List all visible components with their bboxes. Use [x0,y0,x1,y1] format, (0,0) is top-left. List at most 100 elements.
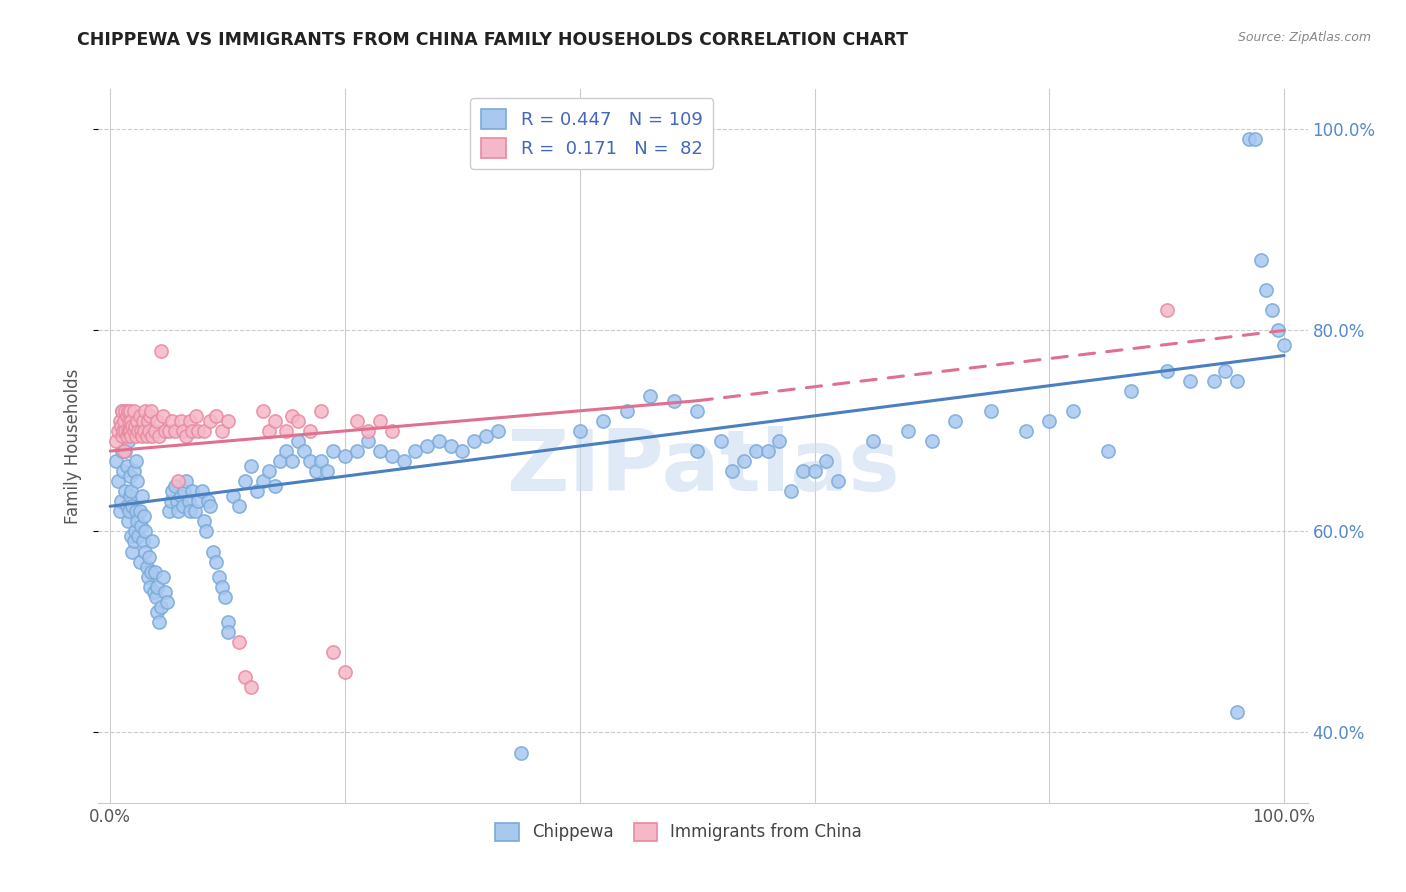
Text: CHIPPEWA VS IMMIGRANTS FROM CHINA FAMILY HOUSEHOLDS CORRELATION CHART: CHIPPEWA VS IMMIGRANTS FROM CHINA FAMILY… [77,31,908,49]
Point [1226,374,1249,388]
Point [202,544,225,558]
Point [439,439,461,453]
Point [1272,338,1295,352]
Point [127,424,149,438]
Point [132,534,155,549]
Point [143,565,166,579]
Point [124,418,146,433]
Point [195,524,218,539]
Point [333,665,356,680]
Point [1250,253,1272,268]
Point [114,404,136,418]
Point [135,559,157,574]
Point [1121,384,1143,398]
Point [246,484,269,499]
Point [138,424,160,438]
Point [136,414,159,428]
Point [134,404,156,418]
Point [149,599,172,614]
Point [125,454,148,468]
Point [115,459,138,474]
Point [311,454,333,468]
Point [142,584,165,599]
Point [146,414,169,428]
Point [510,746,533,760]
Point [108,414,131,428]
Point [117,515,139,529]
Point [118,424,141,438]
Point [1243,132,1265,146]
Point [721,464,744,478]
Point [897,424,920,438]
Point [173,484,195,499]
Point [197,494,219,508]
Point [121,418,143,433]
Point [193,515,215,529]
Point [333,449,356,463]
Point [135,429,157,443]
Point [381,424,404,438]
Point [112,464,135,478]
Point [124,524,146,539]
Point [141,404,163,418]
Point [117,404,139,418]
Point [281,409,304,423]
Point [172,500,194,514]
Point [148,615,170,629]
Point [122,404,145,418]
Point [120,414,142,428]
Point [311,404,333,418]
Point [862,434,884,448]
Point [112,424,135,438]
Point [322,444,344,458]
Point [827,474,849,488]
Point [240,459,263,474]
Point [157,424,180,438]
Point [105,454,128,468]
Point [112,424,135,438]
Point [292,444,315,458]
Point [112,414,135,428]
Point [980,404,1002,418]
Point [733,454,755,468]
Point [114,484,136,499]
Point [120,469,142,483]
Point [127,529,149,543]
Point [346,444,368,458]
Point [463,434,485,448]
Point [276,444,298,458]
Point [368,444,391,458]
Point [204,555,226,569]
Point [1256,283,1278,297]
Point [163,424,186,438]
Point [157,504,180,518]
Point [136,569,159,583]
Point [346,414,368,428]
Point [592,414,614,428]
Point [117,434,139,448]
Point [198,500,221,514]
Point [177,494,200,508]
Point [392,454,415,468]
Point [475,429,498,443]
Point [257,464,280,478]
Point [357,424,380,438]
Point [169,489,191,503]
Point [166,494,188,508]
Point [107,474,129,488]
Point [745,444,768,458]
Point [451,444,474,458]
Point [1015,424,1038,438]
Point [111,404,134,418]
Point [141,429,163,443]
Point [568,424,591,438]
Point [287,414,309,428]
Point [1202,374,1225,388]
Point [1267,323,1289,337]
Point [169,414,191,428]
Point [638,389,661,403]
Point [162,414,184,428]
Point [662,393,685,408]
Y-axis label: Family Households: Family Households [65,368,83,524]
Point [208,569,231,583]
